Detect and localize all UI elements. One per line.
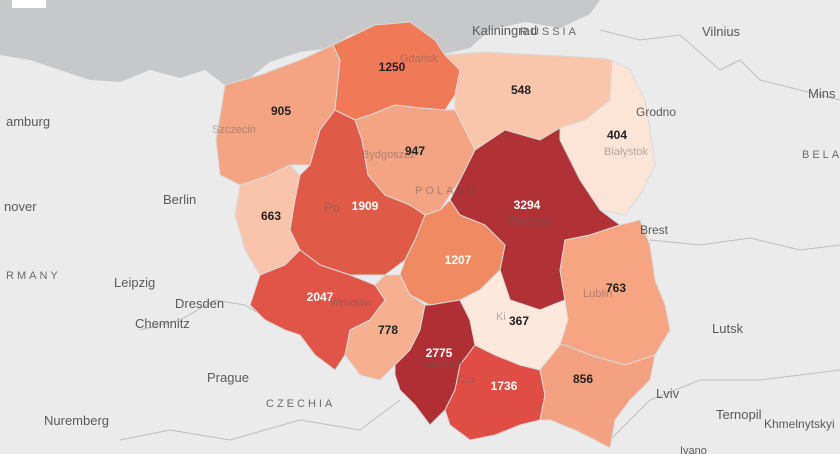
city-lutsk: Lutsk	[712, 321, 744, 336]
city-hamburg: amburg	[6, 114, 50, 129]
border-germany-czechia	[139, 299, 271, 331]
ghost-katowice: Katowice	[418, 358, 463, 370]
ghost-labels: Gdańsk Szczecin Bydgoszcz Po POLAND Wars…	[212, 53, 676, 386]
ghost-wroclaw: Wrocław	[330, 297, 372, 309]
value-kujawsko-pomorskie: 947	[405, 144, 425, 158]
city-ternopil: Ternopil	[716, 407, 762, 422]
corner-box	[12, 0, 46, 8]
ghost-warsaw: Warsaw	[506, 213, 553, 228]
value-dolnoslaskie: 2047	[307, 290, 334, 304]
city-prague: Prague	[207, 370, 249, 385]
value-mazowieckie: 3294	[514, 198, 541, 212]
city-khmelnytskyi: Khmelnytskyi	[764, 417, 835, 431]
country-labels: RUSSIA BELA RMANY CZECHIA	[6, 26, 840, 410]
ghost-brest: Brest	[640, 223, 669, 237]
ghost-kielce: Ki	[496, 311, 506, 323]
ghost-lublin: Lublin	[583, 288, 612, 300]
city-minsk: Mins	[808, 86, 836, 101]
city-chemnitz: Chemnitz	[135, 316, 190, 331]
city-kaliningrad: Kaliningrad	[472, 23, 537, 38]
city-vilnius: Vilnius	[702, 24, 741, 39]
ghost-grodno: Grodno	[636, 105, 676, 119]
baltic-sea	[0, 0, 600, 86]
value-podkarpackie: 856	[573, 372, 593, 386]
value-slaskie: 2775	[426, 346, 453, 360]
value-wielkopolskie: 1909	[352, 199, 379, 213]
value-opolskie: 778	[378, 323, 398, 337]
region-podlaskie[interactable]	[559, 59, 656, 216]
value-pomorskie: 1250	[379, 60, 406, 74]
country-belarus: BELA	[802, 149, 840, 161]
value-lubelskie: 763	[606, 281, 626, 295]
ghost-poznan: Po	[324, 200, 340, 215]
city-labels: Kaliningrad Vilnius Mins amburg Berlin n…	[4, 23, 836, 454]
ghost-bialystok: Białystok	[604, 146, 649, 158]
city-leipzig: Leipzig	[114, 275, 155, 290]
region-podkarpackie[interactable]	[539, 344, 656, 449]
value-warminsko-mazurskie: 548	[511, 83, 531, 97]
value-swietokrzyskie: 367	[509, 314, 529, 328]
ghost-bydgoszcz: Bydgoszcz	[362, 149, 415, 161]
country-czechia: CZECHIA	[266, 398, 335, 410]
value-zachodniopomorskie: 905	[271, 104, 291, 118]
value-lubuskie: 663	[261, 209, 281, 223]
ghost-krakow: Cra	[457, 374, 476, 386]
city-hanover: nover	[4, 199, 37, 214]
regions-layer	[215, 21, 671, 449]
ghost-szczecin: Szczecin	[212, 124, 256, 136]
border-lithuania-belarus	[599, 29, 840, 101]
value-malopolskie: 1736	[491, 379, 518, 393]
ghost-gdansk: Gdańsk	[400, 53, 438, 65]
city-berlin: Berlin	[163, 192, 196, 207]
country-russia: RUSSIA	[520, 26, 579, 38]
city-lviv: Lviv	[656, 386, 680, 401]
value-lodzkie: 1207	[445, 253, 472, 267]
value-podlaskie: 404	[607, 128, 627, 142]
border-ukraine-west	[609, 369, 840, 441]
country-germany: RMANY	[6, 270, 61, 282]
border-czechia-south	[119, 399, 401, 441]
ghost-poland: POLAND	[415, 185, 478, 197]
city-ivano: Ivano	[680, 445, 707, 454]
city-dresden: Dresden	[175, 296, 224, 311]
border-belarus-ukraine	[649, 237, 840, 251]
value-labels: 905 1250 548 404 663 1909 947 3294 1207 …	[261, 60, 627, 393]
city-nuremberg: Nuremberg	[44, 413, 109, 428]
